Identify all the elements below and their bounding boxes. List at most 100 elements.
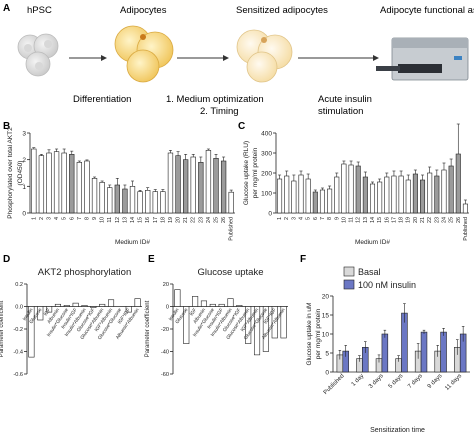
x-tick-label: 11	[107, 217, 113, 223]
x-axis-title: Medium ID#	[115, 239, 150, 246]
bar	[183, 306, 190, 344]
x-tick-label: 14	[130, 217, 136, 223]
legend-label: 100 nM insulin	[358, 280, 416, 290]
panel-e-label: E	[148, 254, 155, 265]
y-tick-label: 0	[166, 305, 169, 311]
bar	[312, 191, 318, 214]
x-tick-label: 2	[284, 217, 290, 220]
bar	[99, 303, 106, 307]
panel-a: A hPSC Adipocytes Sensitized adipocytes …	[3, 3, 474, 117]
x-tick-label: 9	[334, 217, 340, 220]
x-tick-label: 4	[299, 217, 305, 220]
bar	[37, 306, 44, 321]
y-tick-label: 0	[22, 211, 26, 218]
bar	[84, 160, 90, 214]
y-tick-label: 10	[322, 332, 330, 339]
y-tick-label: 20	[163, 282, 169, 288]
x-tick-label: 24	[206, 217, 212, 223]
stage-sensitized-label: Sensitized adipocytes	[236, 5, 328, 16]
x-axis-title: Sensitization time	[370, 427, 425, 434]
hpsc-cells-icon	[17, 33, 59, 77]
step-medium-optimization-label: 1. Medium optimization	[166, 94, 264, 105]
legend-swatch	[343, 279, 355, 290]
x-tick-label: 22	[191, 217, 197, 223]
bar	[271, 306, 278, 339]
bar	[298, 174, 304, 214]
x-tick-label: 11 days	[444, 373, 463, 392]
bar	[220, 160, 227, 214]
x-tick-label: 26	[456, 217, 462, 223]
y-axis-title: Glucose uptake (RLU)	[243, 141, 250, 205]
y-axis-unit: (OD450)	[17, 161, 24, 186]
panel-b-label: B	[3, 121, 10, 132]
bar	[362, 176, 368, 214]
bar	[72, 302, 79, 307]
x-tick-label: 5	[62, 217, 68, 220]
x-tick-label: 23	[198, 217, 204, 223]
panel-c-label: C	[238, 121, 245, 132]
x-tick-label: 9	[92, 217, 98, 220]
bar	[348, 164, 354, 214]
bar-insulin	[381, 333, 389, 373]
bar	[398, 175, 404, 214]
bar	[377, 181, 383, 214]
x-tick-label: 6	[69, 217, 75, 220]
y-tick-label: 0.0	[15, 305, 23, 311]
bar	[205, 150, 212, 214]
x-tick-label: 3	[291, 217, 297, 220]
bar	[412, 173, 418, 214]
x-tick-label: 11	[349, 217, 355, 223]
bar	[134, 298, 141, 307]
y-tick-label: 15	[322, 313, 330, 320]
x-tick-label: 21	[183, 217, 189, 223]
x-tick-label: 3	[46, 217, 52, 220]
bar	[152, 191, 158, 214]
x-axis-title: Medium ID#	[355, 239, 390, 246]
bar	[305, 178, 311, 214]
chart-e-glucose-coefficients: Glucose uptake 20 0 -20 -40 -60 Parameter coef…	[145, 267, 288, 378]
x-tick-label: 14	[370, 217, 376, 223]
bar	[200, 300, 208, 307]
x-tick-label: 19	[168, 217, 174, 223]
bar	[198, 162, 204, 214]
x-tick-label: 18	[160, 217, 166, 223]
bar	[53, 151, 60, 214]
bar	[46, 306, 53, 313]
stage-adipocytes-label: Adipocytes	[120, 5, 167, 16]
x-tick-label: 16	[145, 217, 151, 223]
bar	[405, 179, 411, 214]
x-tick-label: 22	[427, 217, 433, 223]
bar	[125, 306, 132, 313]
x-tick-label: Published	[229, 217, 235, 241]
step-differentiation-label: Differentiation	[73, 94, 131, 105]
bar	[31, 148, 37, 214]
bar	[384, 176, 390, 214]
x-tick-label: 3 days	[368, 373, 385, 390]
x-tick-label: 17	[153, 217, 159, 223]
bar	[107, 299, 115, 307]
x-tick-label: 1	[31, 217, 37, 220]
bar	[107, 187, 113, 214]
x-tick-label: 4	[54, 217, 60, 220]
x-tick-label: 1	[277, 217, 283, 220]
y-axis-title-line2: per mg/ml protein	[315, 308, 322, 359]
bar	[228, 191, 234, 214]
bar	[61, 152, 67, 214]
stage-hpsc-label: hPSC	[27, 5, 52, 16]
x-tick-label: 25	[449, 217, 455, 223]
x-tick-label: 18	[399, 217, 405, 223]
step-timing-label: 2. Timing	[200, 106, 239, 117]
bar	[209, 303, 216, 307]
x-tick-label: 12	[356, 217, 362, 223]
bar	[420, 179, 426, 214]
bar	[81, 305, 88, 307]
y-tick-label: 2	[22, 157, 26, 164]
x-tick-label: 7 days	[407, 373, 424, 390]
y-tick-label: 0	[325, 370, 329, 377]
y-tick-label: -0.6	[13, 372, 23, 378]
bar	[284, 175, 290, 214]
x-tick-label: 20	[176, 217, 182, 223]
bar	[167, 152, 174, 214]
x-tick-label: 10	[341, 217, 347, 223]
